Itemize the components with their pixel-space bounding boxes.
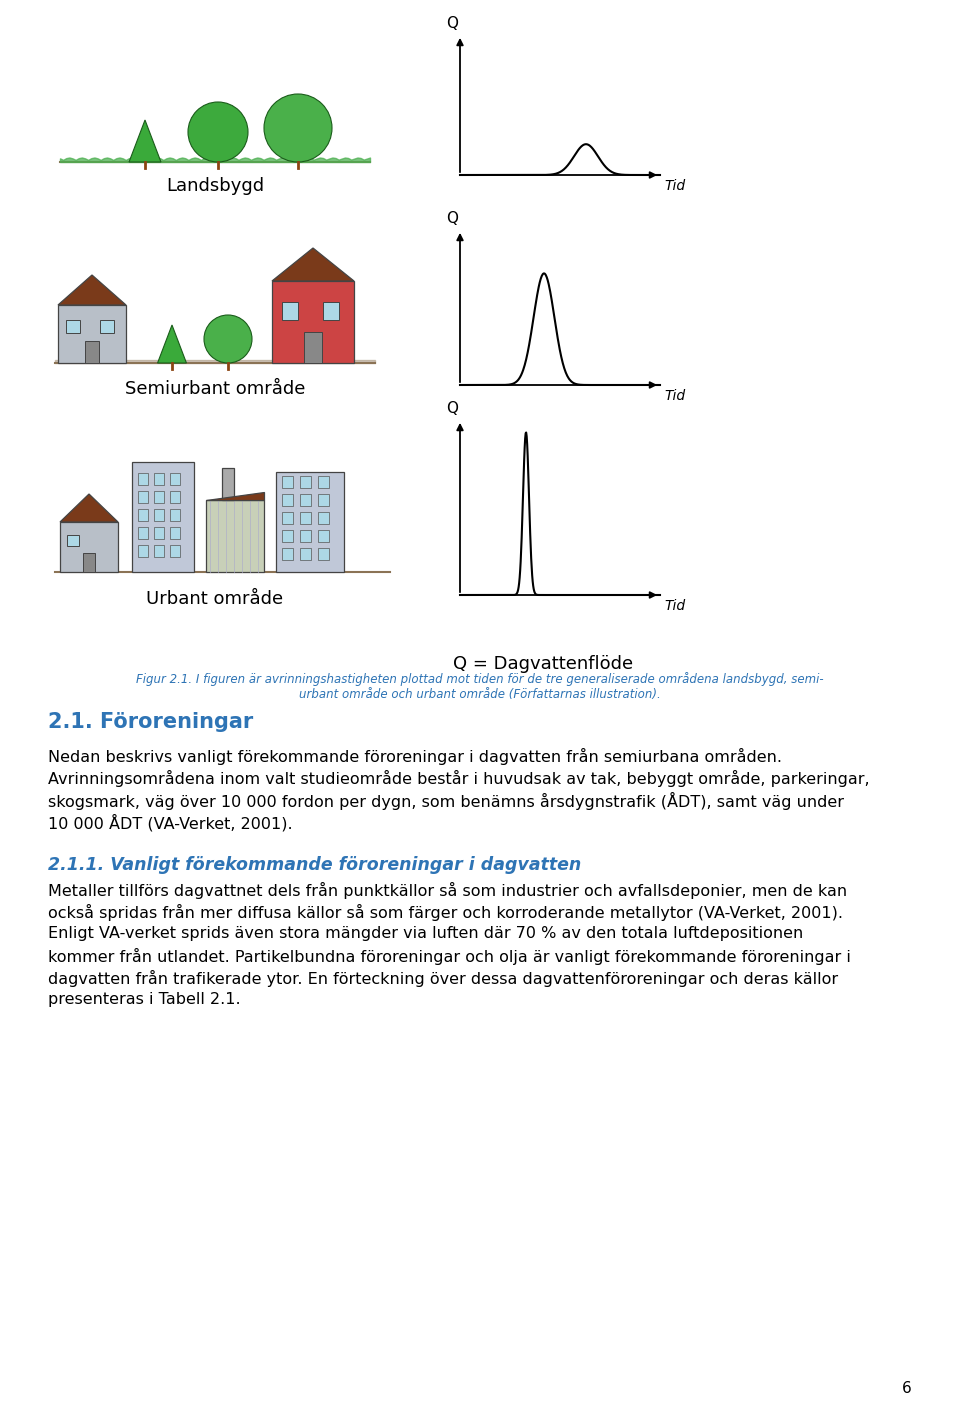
Bar bbox=[300, 513, 311, 524]
Polygon shape bbox=[129, 120, 161, 162]
Bar bbox=[304, 332, 322, 363]
Bar bbox=[300, 476, 311, 488]
Bar bbox=[300, 494, 311, 506]
Circle shape bbox=[188, 103, 248, 162]
Bar bbox=[60, 523, 118, 572]
Text: 2.1. Föroreningar: 2.1. Föroreningar bbox=[48, 712, 253, 732]
Bar bbox=[323, 302, 339, 320]
Bar bbox=[83, 553, 95, 572]
Bar bbox=[138, 508, 148, 521]
Bar bbox=[282, 530, 293, 543]
Text: Q = Dagvattenflöde: Q = Dagvattenflöde bbox=[453, 655, 633, 674]
Polygon shape bbox=[58, 275, 126, 305]
Text: urbant område och urbant område (Författarnas illustration).: urbant område och urbant område (Författ… bbox=[300, 688, 660, 701]
Text: Nedan beskrivs vanligt förekommande föroreningar i dagvatten från semiurbana omr: Nedan beskrivs vanligt förekommande föro… bbox=[48, 748, 782, 765]
Text: presenteras i Tabell 2.1.: presenteras i Tabell 2.1. bbox=[48, 993, 241, 1007]
Bar bbox=[132, 461, 194, 572]
Circle shape bbox=[204, 315, 252, 363]
Bar bbox=[170, 491, 180, 503]
Bar bbox=[170, 527, 180, 540]
Text: Tid: Tid bbox=[664, 389, 685, 403]
Bar bbox=[282, 513, 293, 524]
Bar bbox=[154, 491, 164, 503]
Bar bbox=[170, 545, 180, 557]
Bar bbox=[58, 305, 126, 363]
Text: Semiurbant område: Semiurbant område bbox=[125, 380, 305, 397]
Text: Q: Q bbox=[446, 16, 458, 31]
Polygon shape bbox=[272, 248, 354, 281]
Text: skogsmark, väg över 10 000 fordon per dygn, som benämns årsdygnstrafik (ÅDT), sa: skogsmark, väg över 10 000 fordon per dy… bbox=[48, 792, 844, 810]
Bar bbox=[170, 473, 180, 486]
Bar bbox=[154, 473, 164, 486]
Bar bbox=[100, 320, 113, 333]
Bar bbox=[282, 548, 293, 560]
Bar bbox=[318, 494, 329, 506]
Bar bbox=[300, 530, 311, 543]
Bar bbox=[138, 545, 148, 557]
Bar bbox=[282, 302, 299, 320]
Text: Q: Q bbox=[446, 402, 458, 416]
Text: 2.1.1. Vanligt förekommande föroreningar i dagvatten: 2.1.1. Vanligt förekommande föroreningar… bbox=[48, 856, 581, 874]
Bar bbox=[318, 530, 329, 543]
Text: Figur 2.1. I figuren är avrinningshastigheten plottad mot tiden för de tre gener: Figur 2.1. I figuren är avrinningshastig… bbox=[136, 672, 824, 686]
Text: Metaller tillförs dagvattnet dels från punktkällor så som industrier och avfalls: Metaller tillförs dagvattnet dels från p… bbox=[48, 881, 847, 899]
Bar bbox=[282, 494, 293, 506]
Bar bbox=[318, 476, 329, 488]
Text: Q: Q bbox=[446, 211, 458, 226]
Bar bbox=[154, 527, 164, 540]
Bar bbox=[154, 545, 164, 557]
Bar bbox=[206, 500, 264, 572]
Bar bbox=[170, 508, 180, 521]
Bar bbox=[318, 513, 329, 524]
Text: Urbant område: Urbant område bbox=[147, 590, 283, 608]
Bar bbox=[276, 471, 344, 572]
Bar bbox=[154, 508, 164, 521]
Bar bbox=[300, 548, 311, 560]
Text: också spridas från mer diffusa källor så som färger och korroderande metallytor : också spridas från mer diffusa källor så… bbox=[48, 904, 843, 921]
Text: Tid: Tid bbox=[664, 600, 685, 612]
Bar bbox=[84, 340, 100, 363]
Polygon shape bbox=[60, 494, 118, 523]
Bar bbox=[222, 468, 234, 500]
Bar bbox=[272, 281, 354, 363]
Bar bbox=[282, 476, 293, 488]
Polygon shape bbox=[206, 493, 264, 500]
Text: 10 000 ÅDT (VA-Verket, 2001).: 10 000 ÅDT (VA-Verket, 2001). bbox=[48, 815, 293, 832]
Text: Tid: Tid bbox=[664, 179, 685, 194]
Text: Landsbygd: Landsbygd bbox=[166, 177, 264, 195]
Bar bbox=[67, 535, 79, 545]
Text: Avrinningsområdena inom valt studieområde består i huvudsak av tak, bebyggt områ: Avrinningsområdena inom valt studieområd… bbox=[48, 770, 870, 787]
Bar bbox=[318, 548, 329, 560]
Text: 6: 6 bbox=[902, 1381, 912, 1396]
Polygon shape bbox=[157, 325, 186, 363]
Bar bbox=[66, 320, 80, 333]
Bar bbox=[138, 473, 148, 486]
Text: kommer från utlandet. Partikelbundna föroreningar och olja är vanligt förekomman: kommer från utlandet. Partikelbundna för… bbox=[48, 948, 851, 965]
Bar bbox=[138, 527, 148, 540]
Text: dagvatten från trafikerade ytor. En förteckning över dessa dagvattenföroreningar: dagvatten från trafikerade ytor. En fört… bbox=[48, 970, 838, 987]
Bar bbox=[138, 491, 148, 503]
Text: Enligt VA-verket sprids även stora mängder via luften där 70 % av den totala luf: Enligt VA-verket sprids även stora mängd… bbox=[48, 926, 804, 941]
Circle shape bbox=[264, 94, 332, 162]
